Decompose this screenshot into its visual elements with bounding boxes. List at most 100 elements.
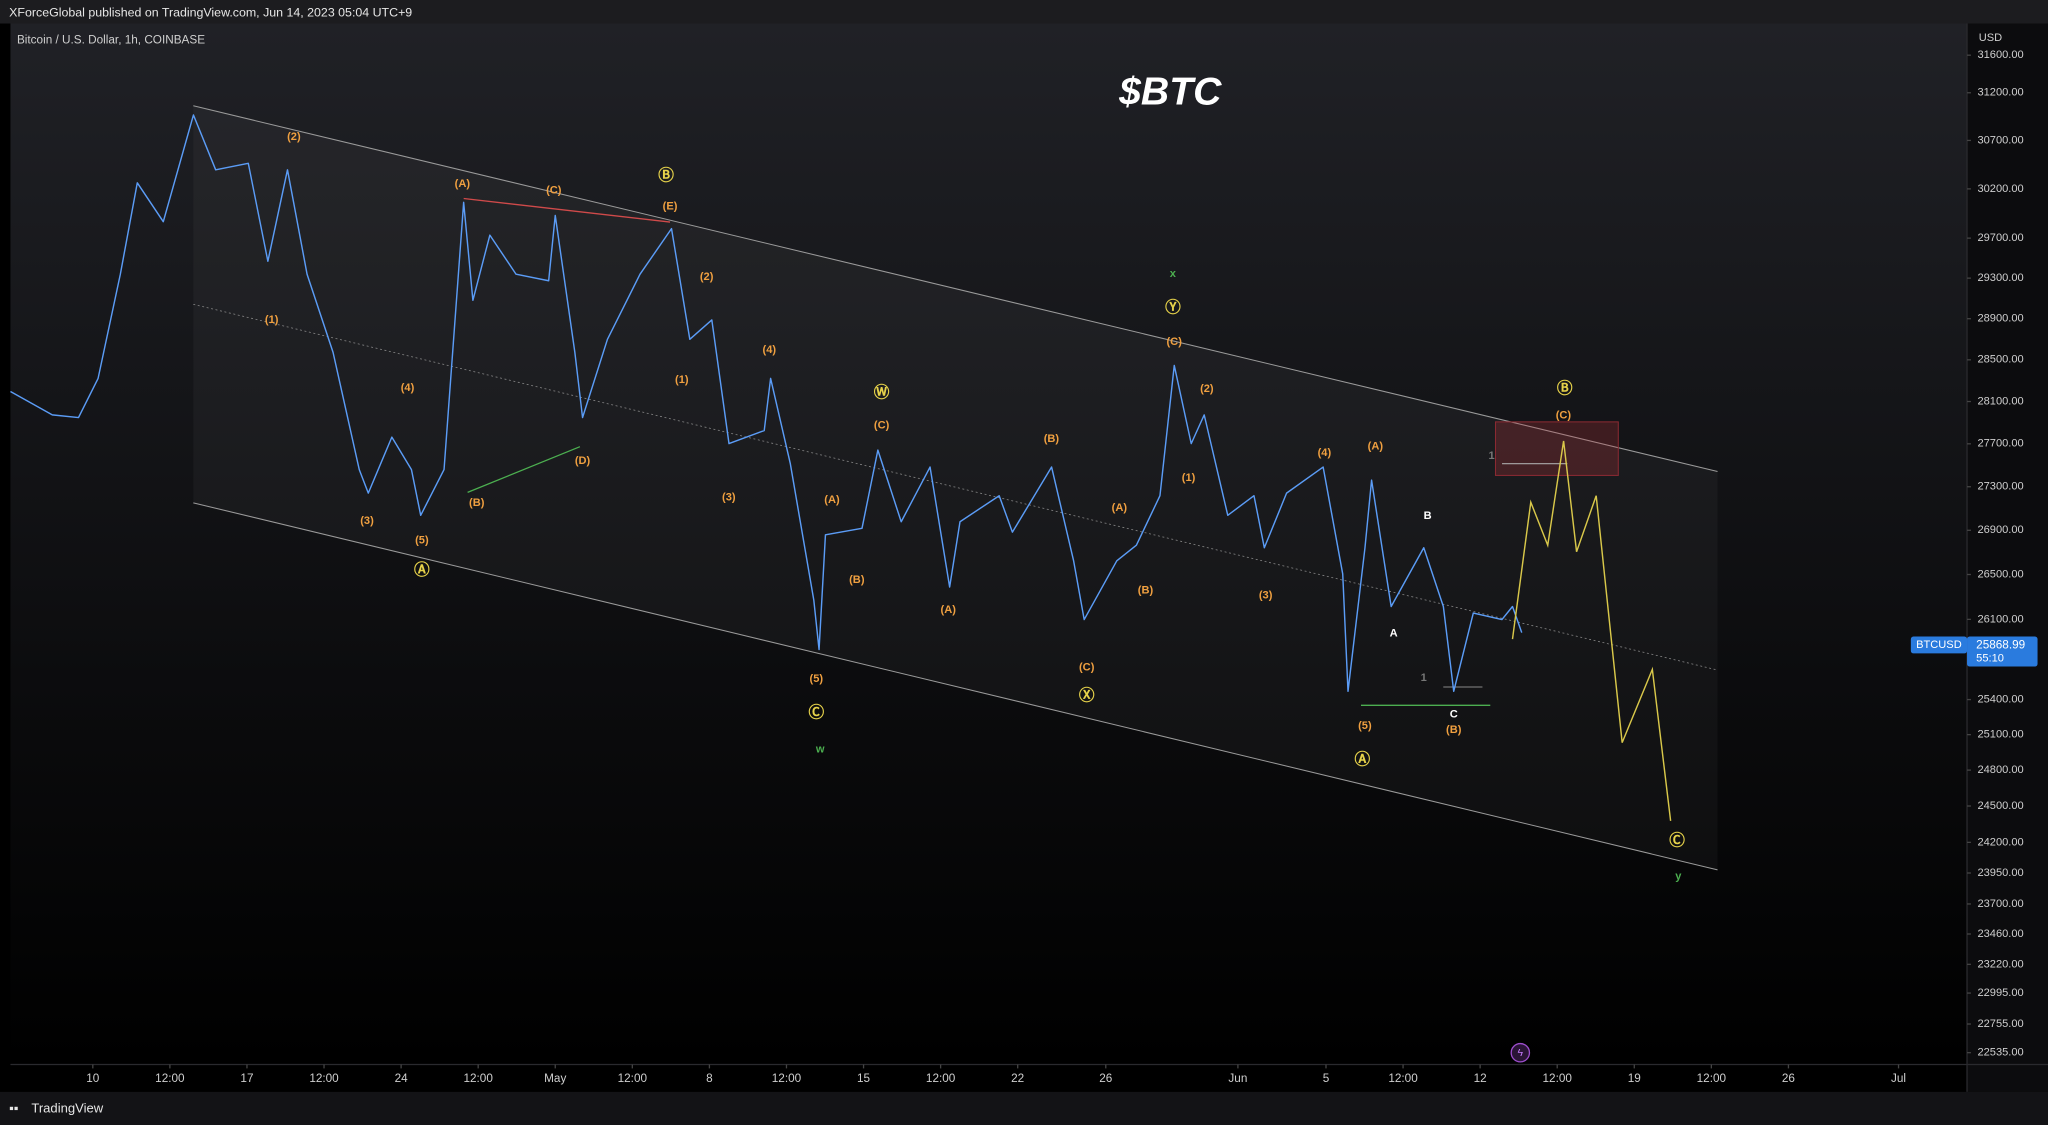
wave-label: (2): [700, 271, 714, 283]
wave-label: (1): [675, 374, 689, 386]
wave-label: Ⓑ: [658, 165, 674, 184]
x-tick-label: 10: [86, 1072, 100, 1085]
x-tick-label: 26: [1782, 1072, 1796, 1085]
x-tick-label: 12:00: [309, 1072, 339, 1085]
wave-label: Ⓐ: [1354, 749, 1370, 768]
y-tick-label: 22755.00: [1977, 1018, 2023, 1030]
y-tick-label: 27700.00: [1977, 438, 2023, 450]
last-price-badge: [1967, 636, 2038, 667]
y-tick-label: 28500.00: [1977, 354, 2023, 366]
wave-label: (3): [722, 492, 736, 504]
wave-label: (A): [1368, 441, 1384, 453]
y-tick-label: 23460.00: [1977, 928, 2023, 940]
x-tick-label: 24: [395, 1072, 409, 1085]
triangle-bottom: [467, 446, 581, 494]
wave-label: (B): [1446, 724, 1462, 736]
wave-label: (1): [1182, 472, 1196, 484]
x-tick-label: 12:00: [463, 1072, 493, 1085]
alert-icon[interactable]: [1510, 1042, 1531, 1063]
x-tick-label: 12: [1474, 1072, 1487, 1085]
wave-label: Ⓒ: [1669, 830, 1685, 849]
wave-label: 1: [1421, 672, 1427, 684]
y-tick-label: 27300.00: [1977, 481, 2023, 493]
wave-label: (B): [1138, 584, 1154, 596]
y-tick-label: 24200.00: [1977, 836, 2023, 848]
x-tick-label: 12:00: [1543, 1072, 1573, 1085]
y-tick-label: 29300.00: [1977, 272, 2023, 284]
wave-label: (B): [849, 574, 865, 586]
y-tick-label: 31600.00: [1977, 49, 2023, 61]
x-tick-label: 15: [857, 1072, 871, 1085]
wave-label: (C): [1167, 336, 1183, 348]
header-bar: [0, 0, 2048, 24]
wave-label: (A): [941, 604, 957, 616]
wave-label: (5): [415, 535, 429, 547]
wave-label: (C): [546, 185, 562, 197]
wave-label: Ⓧ: [1079, 685, 1095, 704]
wave-label: (A): [1112, 502, 1128, 514]
wave-label: (4): [401, 382, 415, 394]
y-tick-label: 28900.00: [1977, 313, 2023, 325]
footer-brand: TradingView: [31, 1100, 103, 1115]
symbol-badge: [1910, 636, 1968, 654]
x-tick-label: Jun: [1228, 1072, 1247, 1085]
wave-label: (2): [287, 131, 301, 143]
wave-label: (B): [1044, 433, 1060, 445]
wave-label: (5): [1358, 720, 1372, 732]
y-tick-label: 26900.00: [1977, 524, 2023, 536]
y-tick-label: 24500.00: [1977, 800, 2023, 812]
price-line: [10, 114, 1523, 693]
y-tick-label: 30200.00: [1977, 183, 2023, 195]
wave-label: (1): [265, 314, 279, 326]
wave-label: (C): [1556, 409, 1572, 421]
wave-label: (D): [575, 455, 591, 467]
wave-label: (C): [1079, 661, 1095, 673]
wave-label: B: [1424, 510, 1432, 522]
x-tick-label: 17: [240, 1072, 253, 1085]
target-zone: [1494, 421, 1619, 476]
channel-mid: [193, 303, 1718, 671]
wave-label: (C): [874, 420, 890, 432]
wave-label: A: [1390, 627, 1398, 639]
wave-label: (4): [1318, 447, 1332, 459]
wave-label: (2): [1200, 383, 1214, 395]
plot-area: [10, 23, 1968, 1065]
alert-icon-glyph: ϟ: [1518, 1048, 1524, 1059]
x-tick-label: 12:00: [618, 1072, 648, 1085]
x-tick-label: May: [544, 1072, 566, 1085]
wave-label: (3): [360, 515, 374, 527]
last-price: 25868.99: [1976, 639, 2025, 652]
symbol: Bitcoin / U.S. Dollar, 1h, COINBASE: [17, 34, 205, 47]
y-tick-label: 30700.00: [1977, 134, 2023, 146]
y-tick-label: 23950.00: [1977, 867, 2023, 879]
currency: USD: [1979, 32, 2002, 44]
wave-label: Ⓦ: [874, 382, 890, 401]
wave-label: 1: [1489, 450, 1495, 462]
wave-label: C: [1450, 708, 1458, 720]
x-tick-label: 19: [1628, 1072, 1641, 1085]
triangle-top: [463, 197, 671, 223]
y-tick-label: 28100.00: [1977, 395, 2023, 407]
wave-label: y: [1675, 870, 1682, 882]
wave-label: (E): [663, 200, 678, 212]
y-tick-label: 31200.00: [1977, 87, 2023, 99]
x-tick-label: 12:00: [772, 1072, 802, 1085]
y-tick-label: 22995.00: [1977, 987, 2023, 999]
wave-label: (5): [810, 673, 824, 685]
x-tick-label: 26: [1099, 1072, 1113, 1085]
chart-title: $BTC: [1118, 70, 1222, 113]
x-tick-label: Jul: [1891, 1072, 1906, 1085]
y-tick-label: 23700.00: [1977, 898, 2023, 910]
wave-label: Ⓒ: [808, 702, 824, 721]
wave-label: (A): [824, 494, 840, 506]
y-tick-label: 24800.00: [1977, 764, 2023, 776]
x-tick-label: 8: [706, 1072, 713, 1085]
symbol-badge-label: BTCUSD: [1916, 639, 1962, 651]
x-tick-label: 5: [1323, 1072, 1330, 1085]
y-tick-label: 26500.00: [1977, 568, 2023, 580]
projection-line: [1511, 440, 1672, 821]
wave-label: Ⓨ: [1165, 297, 1181, 316]
x-tick-label: 12:00: [155, 1072, 185, 1085]
y-tick-label: 25400.00: [1977, 694, 2023, 706]
